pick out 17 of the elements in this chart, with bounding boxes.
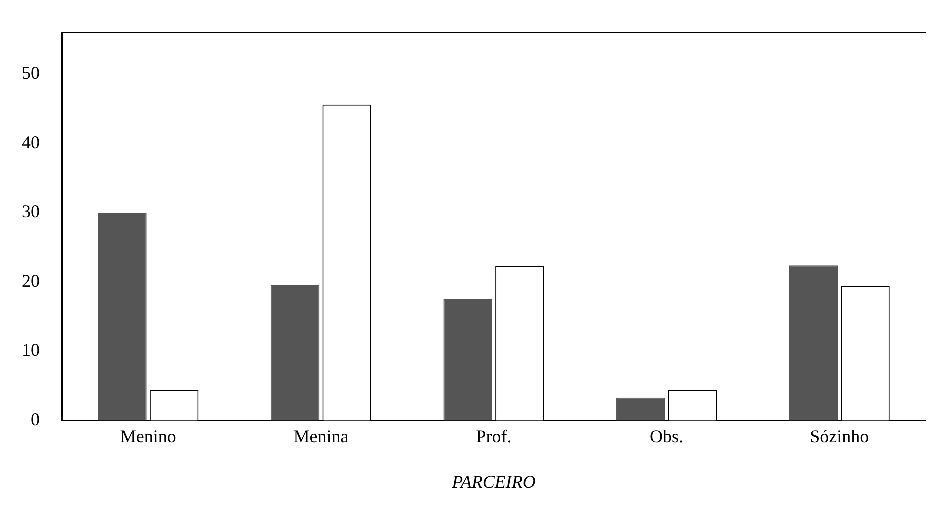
bar xyxy=(444,300,492,421)
y-tick-label: 10 xyxy=(22,340,40,360)
y-tick-label: 40 xyxy=(22,132,40,152)
x-tick-label: Sózinho xyxy=(810,426,870,446)
y-tick-label: 0 xyxy=(31,410,40,430)
x-tick-label: Obs. xyxy=(650,426,684,446)
bar xyxy=(616,398,666,421)
bar xyxy=(270,285,320,421)
bar xyxy=(98,212,147,421)
bar xyxy=(789,266,838,421)
x-tick-label: Menina xyxy=(294,426,349,446)
y-tick-label: 30 xyxy=(22,202,40,222)
x-axis-title: PARCEIRO xyxy=(451,472,536,492)
y-tick-label: 50 xyxy=(22,63,40,84)
y-tick-label: 20 xyxy=(22,270,40,291)
x-tick-label: Prof. xyxy=(476,426,512,446)
x-tick-label: Menino xyxy=(120,426,176,446)
